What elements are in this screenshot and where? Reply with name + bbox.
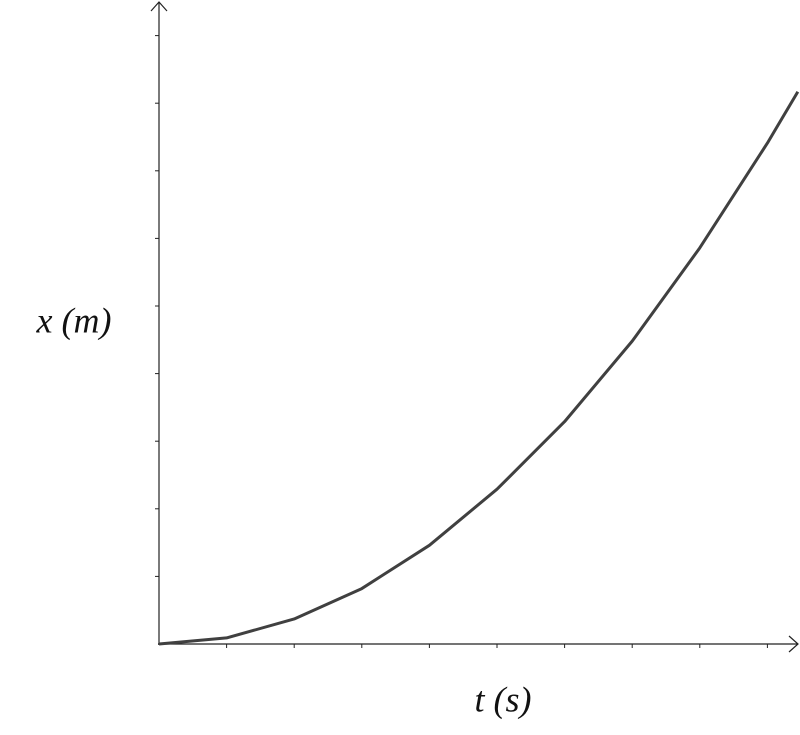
axes [150,1,799,653]
x-axis-arrow [788,635,799,653]
y-axis-label: x (m) [36,300,112,340]
curve [158,90,800,646]
x-axis-label: t (s) [475,679,532,719]
y-axis-arrow [150,1,168,12]
